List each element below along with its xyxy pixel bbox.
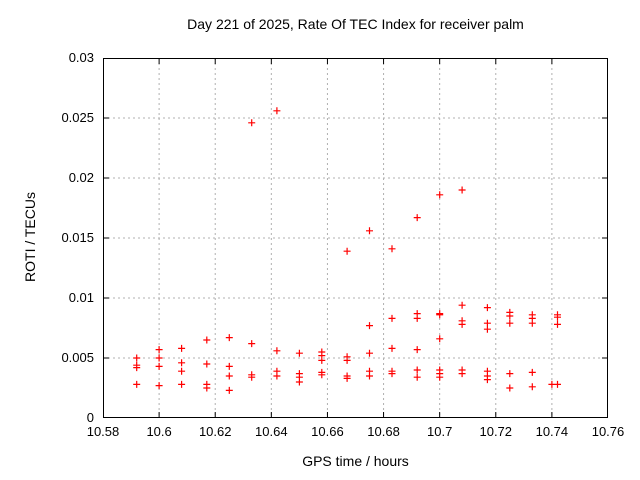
x-tick-label: 10.66 <box>311 424 344 439</box>
y-tick-label: 0.03 <box>68 50 94 65</box>
x-tick-label: 10.7 <box>427 424 453 439</box>
x-tick-label: 10.64 <box>255 424 288 439</box>
y-tick-label: 0.005 <box>61 350 94 365</box>
x-tick-label: 10.62 <box>198 424 232 439</box>
x-tick-label: 10.76 <box>591 424 625 439</box>
plot-area <box>103 58 608 418</box>
data-point-markers <box>133 107 561 394</box>
y-tick-label: 0.015 <box>61 230 94 245</box>
x-tick-label: 10.58 <box>86 424 120 439</box>
y-tick-label: 0.01 <box>68 290 94 305</box>
chart-title: Day 221 of 2025, Rate Of TEC Index for r… <box>187 16 524 32</box>
x-tick-label: 10.68 <box>367 424 400 439</box>
x-tick-label: 10.6 <box>146 424 172 439</box>
y-tick-label: 0 <box>86 410 94 425</box>
x-tick-label: 10.72 <box>479 424 513 439</box>
x-axis-label: GPS time / hours <box>302 453 409 469</box>
y-tick-label: 0.025 <box>61 110 94 125</box>
plot-canvas <box>103 58 608 418</box>
y-tick-label: 0.02 <box>68 170 94 185</box>
x-tick-label: 10.74 <box>535 424 569 439</box>
